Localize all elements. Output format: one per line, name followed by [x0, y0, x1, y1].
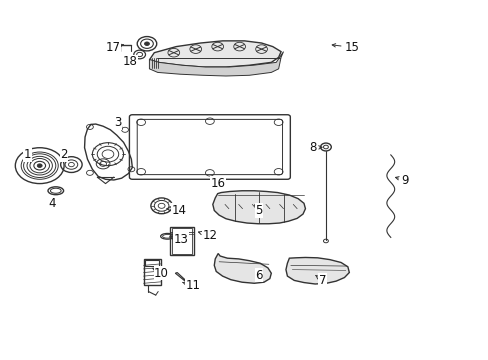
Text: 4: 4 — [48, 197, 56, 210]
Polygon shape — [175, 273, 186, 282]
Bar — [145, 260, 159, 266]
Text: 9: 9 — [395, 174, 408, 186]
Polygon shape — [285, 257, 348, 284]
Text: 7: 7 — [315, 274, 325, 287]
FancyBboxPatch shape — [129, 115, 290, 179]
Text: 1: 1 — [24, 148, 31, 162]
Bar — [143, 259, 160, 285]
Text: 15: 15 — [331, 41, 359, 54]
Text: 6: 6 — [255, 269, 263, 282]
Text: 3: 3 — [114, 116, 122, 129]
Text: 17: 17 — [105, 41, 123, 54]
Polygon shape — [149, 51, 283, 76]
Text: 10: 10 — [152, 267, 169, 280]
FancyBboxPatch shape — [137, 120, 282, 175]
Text: 13: 13 — [169, 233, 188, 246]
Polygon shape — [214, 253, 271, 283]
Polygon shape — [149, 41, 281, 67]
Text: 2: 2 — [60, 148, 68, 162]
Circle shape — [37, 164, 42, 167]
Text: 18: 18 — [122, 55, 137, 68]
Text: 14: 14 — [166, 204, 186, 217]
Polygon shape — [212, 191, 305, 224]
Text: 12: 12 — [198, 229, 218, 242]
Text: 8: 8 — [308, 141, 322, 154]
Circle shape — [144, 42, 149, 45]
Bar — [172, 228, 191, 254]
Bar — [170, 226, 193, 255]
Text: 11: 11 — [182, 279, 201, 292]
Text: 5: 5 — [254, 204, 262, 217]
Text: 16: 16 — [210, 177, 224, 190]
